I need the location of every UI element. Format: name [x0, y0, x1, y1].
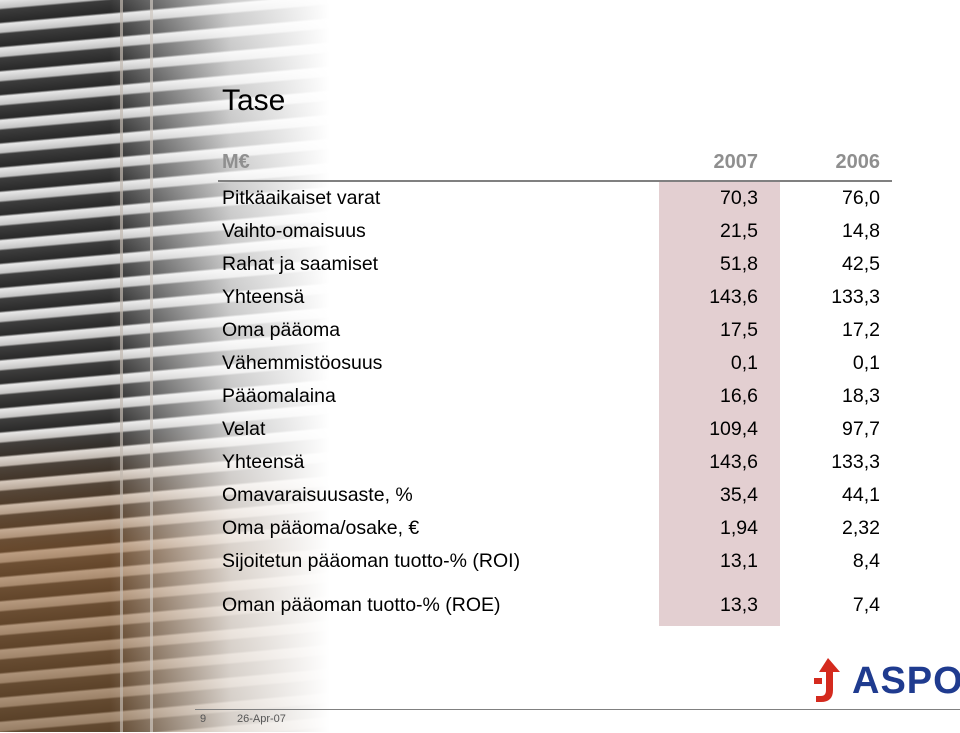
header-year-2007: 2007 — [713, 151, 759, 173]
table-row: Sijoitetun pääoman tuotto-% (ROI) 13,1 8… — [222, 550, 880, 572]
table-row: Yhteensä 143,6 133,3 — [222, 451, 880, 473]
header-year-2006: 2006 — [835, 151, 881, 173]
table-row: Rahat ja saamiset 51,8 42,5 — [222, 253, 880, 275]
page-number: 9 — [200, 713, 207, 725]
table-row: Yhteensä 143,6 133,3 — [222, 286, 880, 308]
table-row: Pääomalaina 16,6 18,3 — [222, 385, 880, 407]
blinds-photo — [0, 0, 330, 732]
table-row: Pitkäaikaiset varat 70,3 76,0 — [222, 187, 880, 209]
header-unit: M€ — [222, 151, 250, 173]
table-row: Vähemmistöosuus 0,1 0,1 — [222, 352, 880, 374]
highlight-column-2007 — [659, 182, 780, 626]
aspo-mark-icon — [814, 658, 840, 702]
table-row: Velat 109,4 97,7 — [222, 418, 880, 440]
table-row: Oman pääoman tuotto-% (ROE) 13,3 7,4 — [222, 594, 880, 616]
aspo-logo: ASPO — [808, 656, 960, 706]
table-row: Oma pääoma 17,5 17,2 — [222, 319, 880, 341]
slide-date: 26-Apr-07 — [237, 713, 286, 725]
header-rule — [218, 180, 892, 182]
logo-text: ASPO — [852, 660, 960, 702]
table-row: Vaihto-omaisuus 21,5 14,8 — [222, 220, 880, 242]
slide-footer: 9 26-Apr-07 — [195, 709, 960, 733]
table-row: Oma pääoma/osake, € 1,94 2,32 — [222, 517, 880, 539]
table-header: M€ 2007 2006 — [218, 146, 892, 179]
table-row: Omavaraisuusaste, % 35,4 44,1 — [222, 484, 880, 506]
slide-title: Tase — [222, 84, 286, 117]
